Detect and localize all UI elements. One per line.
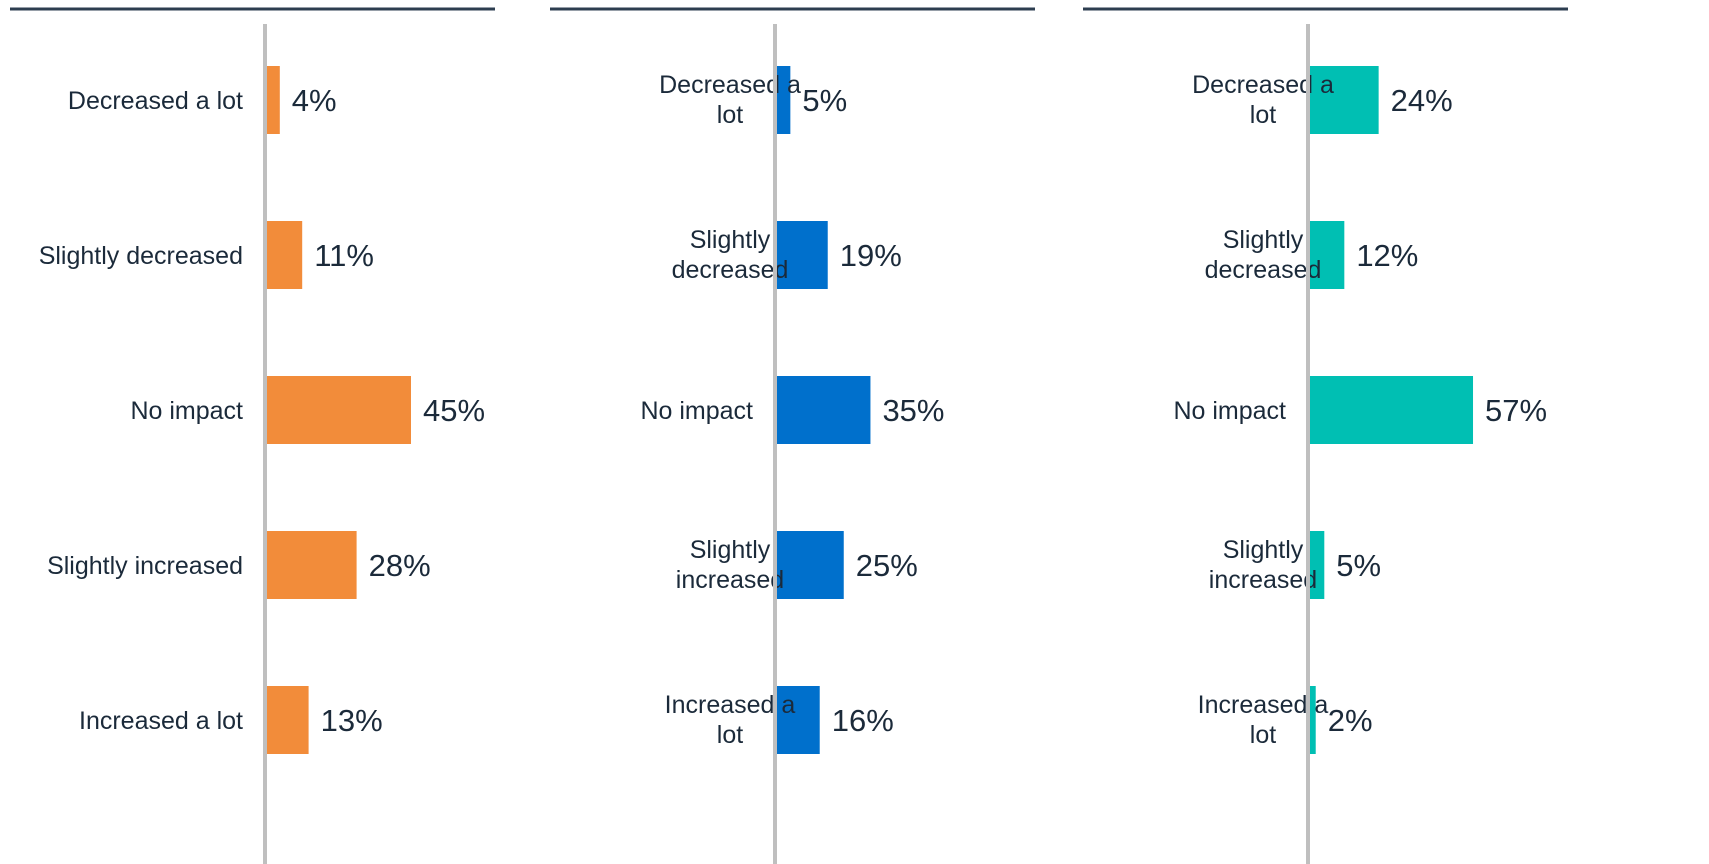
category-label-3: No impact [640,397,753,425]
chart-svg-1: 4% Decreased a lot 11% Slightly decreased 45… [10,7,495,864]
bar-5 [267,686,309,754]
bar-4 [1310,531,1325,599]
bar-3 [1310,376,1474,444]
bar-4 [267,531,357,599]
chart-svg-3: 24% Decreased a lot 12% Slightly decreased 57%… [1083,7,1568,864]
bar-1 [267,66,280,134]
value-label-2: 19% [840,238,902,273]
category-label-1: Decreased a lot [659,71,801,129]
category-label-1: Decreased a lot [68,87,243,115]
value-label-4: 5% [1336,548,1381,583]
bar-5 [777,686,820,754]
value-label-3: 35% [882,393,944,428]
value-label-3: 45% [423,393,485,428]
category-label-4: Slightly increased [47,552,243,580]
bar-1 [777,66,791,134]
bar-2 [777,221,828,289]
category-label-5: Increased a lot [79,707,243,735]
value-label-5: 16% [832,703,894,738]
chart-panel-3: 24% Decreased a lot 12% Slightly decreased 57%… [1043,0,1603,864]
value-label-5: 13% [321,703,383,738]
value-label-5: 2% [1328,703,1373,738]
value-label-4: 25% [856,548,918,583]
value-label-3: 57% [1485,393,1547,428]
category-label-2: Slightly decreased [672,226,789,284]
bar-2 [1310,221,1345,289]
category-label-4: Slightly increased [1209,536,1317,594]
value-label-1: 24% [1391,83,1453,118]
bar-3 [267,376,411,444]
bar-2 [267,221,303,289]
bar-4 [777,531,844,599]
chart-svg-2: 5%Decreased a lot 19% Slightly decreased 35% N… [550,7,1035,864]
category-label-2: Slightly decreased [1205,226,1322,284]
category-label-3: No impact [1173,397,1286,425]
value-label-2: 12% [1356,238,1418,273]
chart-panel-1: 4% Decreased a lot 11% Slightly decreased 45… [0,0,560,864]
category-label-1: Decreased a lot [1192,71,1334,129]
value-label-1: 5% [802,83,847,118]
category-label-2: Slightly decreased [39,242,243,270]
category-label-4: Slightly increased [676,536,784,594]
bar-5 [1310,686,1316,754]
bar-1 [1310,66,1379,134]
value-label-2: 11% [314,238,374,273]
bar-3 [777,376,871,444]
chart-panel-2: 5% Decreased a lot 19% Slightly decreased 35% N… [510,0,1070,864]
category-label-3: No impact [130,397,243,425]
value-label-1: 4% [292,83,337,118]
value-label-4: 28% [369,548,431,583]
